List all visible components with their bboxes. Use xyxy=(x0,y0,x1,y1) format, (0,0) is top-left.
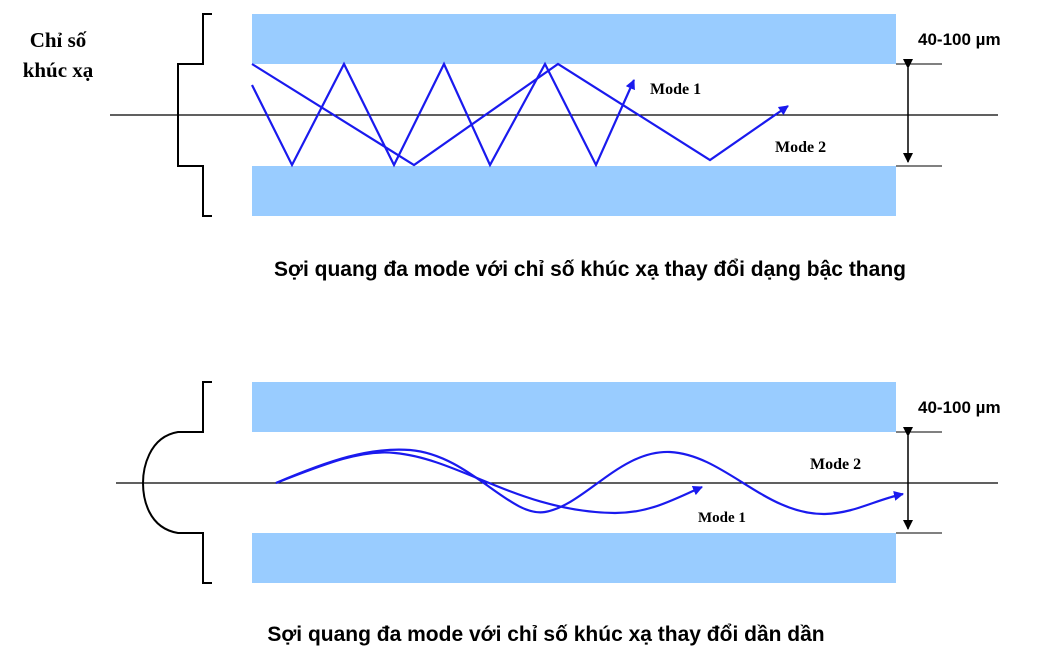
mode1-ray xyxy=(251,61,636,168)
mode1-label-top: Mode 1 xyxy=(650,81,701,98)
mode2-label-bottom: Mode 2 xyxy=(810,456,861,473)
bottom-cladding xyxy=(252,533,896,583)
step-index-fiber: Chỉ số khúc xạ 40-100 µm Mode 1 Mode 2 S… xyxy=(23,13,1001,281)
step-index-caption: Sợi quang đa mode với chỉ số khúc xạ tha… xyxy=(274,258,906,281)
top-cladding xyxy=(252,14,896,64)
index-label-line2: khúc xạ xyxy=(23,58,94,82)
mode1-label-bottom: Mode 1 xyxy=(698,510,746,526)
step-index-profile xyxy=(177,13,212,217)
mode2-label-top: Mode 2 xyxy=(775,139,826,156)
thickness-label-bottom: 40-100 µm xyxy=(918,398,1001,417)
top-cladding xyxy=(252,382,896,432)
mode2-ray xyxy=(251,62,789,167)
graded-index-profile xyxy=(141,381,212,584)
graded-index-caption: Sợi quang đa mode với chỉ số khúc xạ tha… xyxy=(267,623,824,646)
thickness-label-top: 40-100 µm xyxy=(918,30,1001,49)
graded-index-fiber: 40-100 µm Mode 2 Mode 1 Sợi quang đa mod… xyxy=(116,381,1001,646)
mode1-ray xyxy=(275,451,703,515)
bottom-cladding xyxy=(252,166,896,216)
mode2-ray xyxy=(275,448,904,516)
index-label-line1: Chỉ số xyxy=(30,28,87,52)
